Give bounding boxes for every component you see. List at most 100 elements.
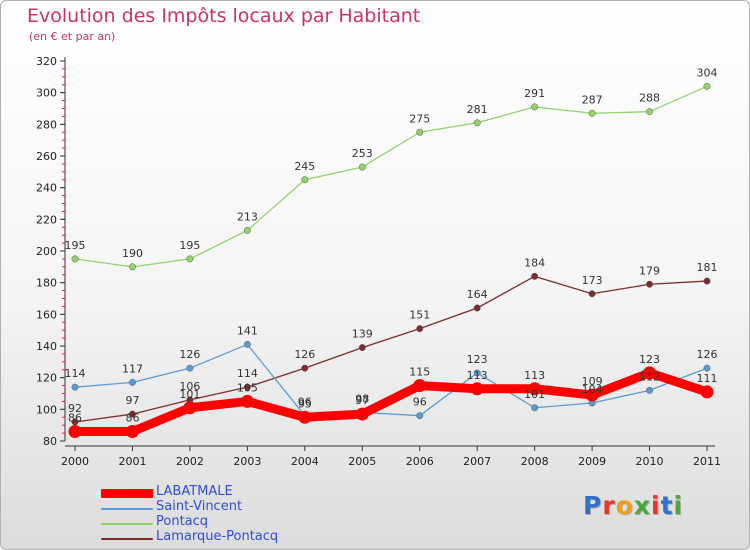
data-point — [240, 394, 254, 408]
y-tick-label: 320 — [36, 55, 57, 68]
data-label: 97 — [125, 394, 139, 407]
data-label: 126 — [697, 348, 718, 361]
data-point — [646, 386, 653, 394]
x-tick-label: 2000 — [61, 455, 89, 468]
data-label: 195 — [179, 239, 200, 252]
data-label: 106 — [179, 380, 200, 393]
data-label: 151 — [409, 309, 430, 322]
data-label: 126 — [294, 348, 315, 361]
legend-label: Lamarque-Pontacq — [156, 529, 279, 544]
data-point — [588, 109, 596, 117]
data-point — [301, 364, 309, 372]
data-point — [416, 128, 424, 136]
data-point — [703, 277, 711, 285]
data-label: 105 — [237, 381, 258, 394]
y-tick-label: 100 — [36, 403, 57, 416]
y-tick-label: 120 — [36, 372, 57, 385]
data-label: 184 — [524, 256, 545, 269]
data-label: 113 — [467, 369, 488, 382]
data-point — [473, 119, 481, 127]
data-label: 98 — [355, 393, 369, 406]
data-label: 164 — [467, 288, 488, 301]
data-point — [358, 163, 366, 171]
y-tick-label: 200 — [36, 245, 57, 258]
y-tick-label: 280 — [36, 118, 57, 131]
data-labels: 86 86 101 105 95 97 115 113 113 109 123 111 114 117 12… — [65, 66, 718, 424]
data-point — [470, 382, 484, 396]
x-tick-label: 2007 — [463, 455, 491, 468]
data-point — [531, 404, 539, 412]
data-point — [531, 272, 539, 280]
data-point — [186, 364, 194, 372]
data-label: 104 — [582, 383, 603, 396]
data-point — [646, 280, 653, 288]
data-label: 86 — [125, 412, 139, 425]
data-label: 92 — [68, 402, 82, 415]
data-point — [416, 412, 424, 420]
data-label: 109 — [582, 375, 603, 388]
data-point — [71, 383, 79, 391]
logo-letter: P — [583, 491, 603, 520]
data-point — [413, 379, 427, 393]
data-label: 86 — [68, 412, 82, 425]
data-label: 123 — [639, 353, 660, 366]
data-point — [243, 340, 251, 348]
y-tick-label: 180 — [36, 277, 57, 290]
data-label: 173 — [582, 274, 603, 287]
data-point — [68, 425, 82, 438]
data-label: 115 — [409, 366, 430, 379]
data-point — [301, 176, 309, 184]
series-line-labatmale — [70, 368, 712, 436]
x-tick-label: 2011 — [693, 455, 721, 468]
data-label: 213 — [237, 210, 258, 223]
data-label: 141 — [237, 324, 258, 337]
data-point — [703, 364, 711, 372]
logo-letter: r — [602, 491, 616, 520]
data-label: 181 — [697, 261, 718, 274]
data-point — [528, 382, 542, 396]
data-label: 139 — [352, 328, 373, 341]
data-point — [643, 366, 657, 380]
series-line-lamarque-pontacq — [74, 275, 708, 423]
data-point — [358, 344, 366, 352]
series-line-saint-vincent — [74, 343, 708, 417]
series-line-pontacq — [74, 85, 708, 268]
y-tick-label: 160 — [36, 308, 57, 321]
x-tick-label: 2008 — [521, 455, 549, 468]
x-tick-label: 2003 — [233, 455, 261, 468]
data-label: 287 — [582, 93, 603, 106]
legend-swatch — [101, 538, 153, 540]
y-tick-label: 300 — [36, 87, 57, 100]
legend-label: LABATMALE — [156, 484, 233, 499]
proxiti-logo: Proxiti — [583, 491, 683, 520]
data-label: 253 — [352, 147, 373, 160]
data-label: 288 — [639, 92, 660, 105]
data-label: 179 — [639, 264, 660, 277]
data-point — [125, 425, 139, 438]
data-label: 275 — [409, 112, 430, 125]
logo-letter: t — [660, 491, 674, 520]
data-point — [129, 263, 136, 271]
data-point — [700, 385, 714, 399]
data-point — [585, 388, 599, 402]
y-tick-label: 220 — [36, 213, 57, 226]
data-label: 123 — [467, 353, 488, 366]
x-tick-label: 2005 — [348, 455, 376, 468]
data-label: 111 — [697, 372, 718, 385]
logo-letter: i — [651, 491, 661, 520]
data-point — [588, 290, 596, 298]
data-point — [71, 255, 79, 263]
data-label: 291 — [524, 87, 545, 100]
data-label: 190 — [122, 247, 143, 260]
data-label: 304 — [697, 66, 718, 79]
y-tick-label: 260 — [36, 150, 57, 163]
data-point — [703, 82, 711, 90]
legend-swatch — [101, 508, 153, 510]
legend-swatch — [101, 523, 153, 525]
series-layer — [68, 82, 714, 438]
data-label: 114 — [65, 367, 86, 380]
legend-label: Saint-Vincent — [156, 499, 243, 514]
data-point — [473, 304, 481, 312]
chart-title: Evolution des Impôts locaux par Habitant — [27, 5, 421, 27]
